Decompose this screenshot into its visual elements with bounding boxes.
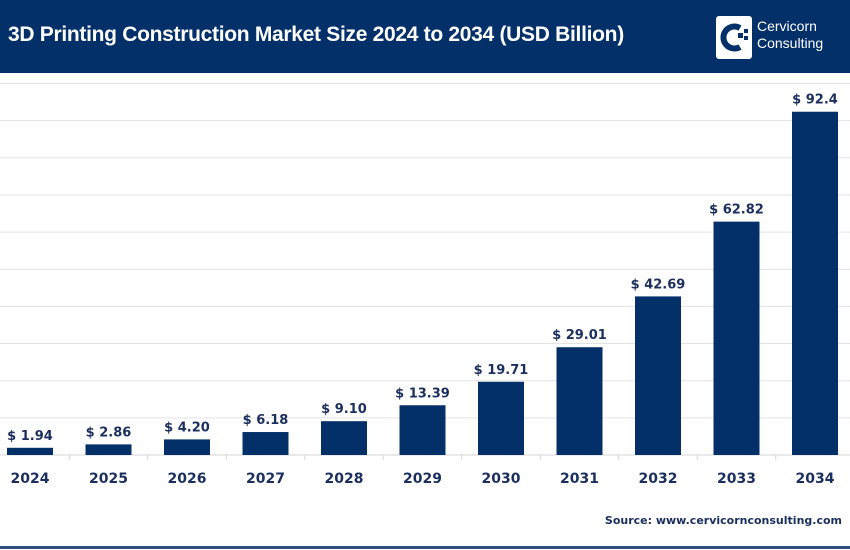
x-tick-label-2025: 2025 bbox=[89, 471, 128, 487]
bar-2031 bbox=[556, 347, 603, 455]
x-tick-label-2032: 2032 bbox=[639, 471, 678, 487]
bar-2029 bbox=[399, 405, 446, 455]
logo-text-line1: Cervicorn bbox=[757, 18, 817, 34]
data-label-2030: $ 19.71 bbox=[474, 363, 529, 378]
data-label-2028: $ 9.10 bbox=[321, 402, 367, 417]
bar-2032 bbox=[635, 296, 681, 455]
data-label-2033: $ 62.82 bbox=[709, 203, 764, 218]
x-tick-label-2031: 2031 bbox=[560, 471, 599, 487]
x-tick-label-2033: 2033 bbox=[717, 471, 756, 487]
bar-2024 bbox=[7, 447, 53, 455]
bar-2030 bbox=[478, 381, 524, 455]
bottom-divider bbox=[0, 546, 850, 549]
data-label-2024: $ 1.94 bbox=[7, 429, 53, 444]
data-label-2034: $ 92.4 bbox=[792, 93, 838, 108]
data-label-2032: $ 42.69 bbox=[631, 277, 686, 292]
bar-2027 bbox=[242, 432, 289, 455]
chart-header: 3D Printing Construction Market Size 202… bbox=[0, 0, 850, 73]
data-label-2026: $ 4.20 bbox=[164, 420, 210, 435]
x-tick-label-2030: 2030 bbox=[482, 471, 521, 487]
chart-title: 3D Printing Construction Market Size 202… bbox=[8, 23, 624, 46]
x-tick-label-2028: 2028 bbox=[325, 471, 364, 487]
data-label-2029: $ 13.39 bbox=[395, 386, 450, 401]
data-label-2027: $ 6.18 bbox=[243, 413, 289, 428]
cervicorn-logo-icon bbox=[716, 16, 752, 59]
x-tick-label-2029: 2029 bbox=[403, 471, 442, 487]
source-note: Source: www.cervicornconsulting.com bbox=[604, 514, 842, 527]
bar-2026 bbox=[164, 439, 210, 455]
bar-2028 bbox=[321, 421, 367, 455]
x-tick-label-2027: 2027 bbox=[246, 471, 285, 487]
logo-text: Cervicorn Consulting bbox=[757, 18, 823, 52]
bar-2034 bbox=[792, 111, 838, 455]
x-tick-label-2026: 2026 bbox=[168, 471, 207, 487]
bar-chart: $ 1.94 2024 $ 2.86 2025 $ 4.20 2026 $ 6.18 2027… bbox=[0, 83, 850, 487]
data-label-2031: $ 29.01 bbox=[552, 328, 607, 343]
x-tick-label-2034: 2034 bbox=[796, 471, 835, 487]
bar-2025 bbox=[85, 444, 132, 455]
x-tick-label-2024: 2024 bbox=[11, 471, 50, 487]
bar-2033 bbox=[713, 221, 760, 455]
data-label-2025: $ 2.86 bbox=[86, 425, 132, 440]
logo-text-line2: Consulting bbox=[757, 35, 824, 51]
